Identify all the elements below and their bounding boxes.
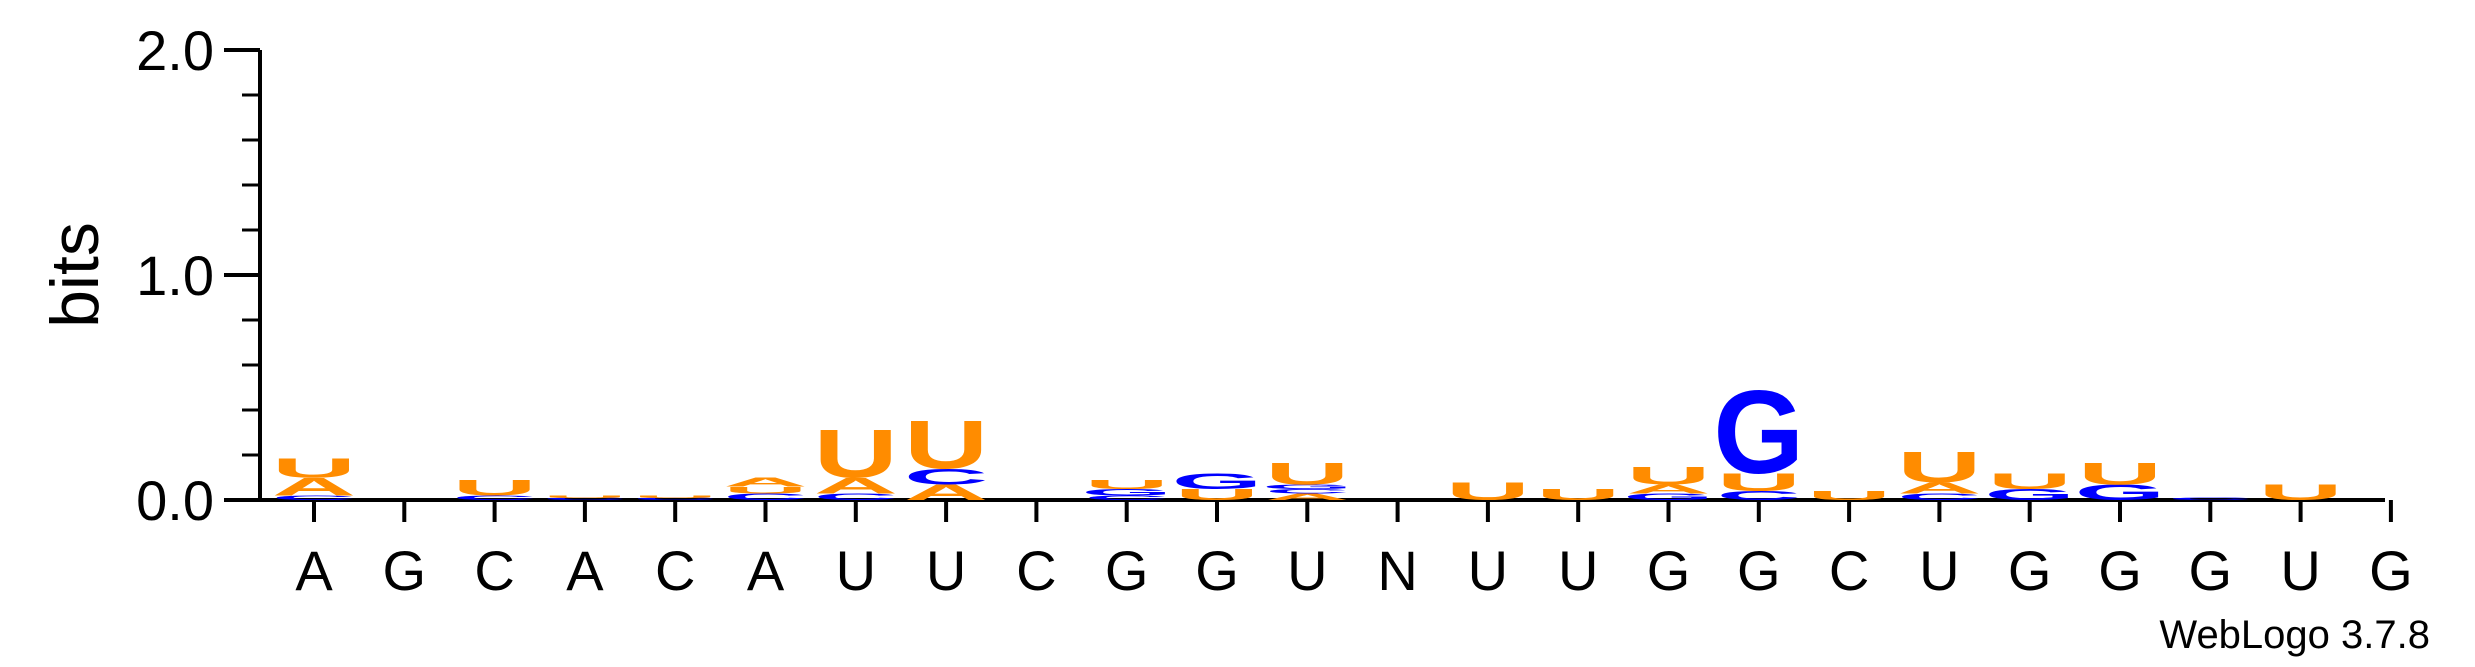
position-label: C <box>474 539 514 602</box>
position-label: G <box>1647 539 1691 602</box>
logo-letter-U: U <box>814 416 898 493</box>
position-label: G <box>1195 539 1239 602</box>
logo-letter-C: C <box>814 492 898 503</box>
y-tick-label: 2.0 <box>136 19 214 82</box>
logo-letter-G: G <box>1713 365 1804 498</box>
position-label: C <box>1829 539 1869 602</box>
logo-letter-U: U <box>543 495 627 498</box>
logo-letter-C: C <box>904 464 988 488</box>
logo-letter-C: C <box>2168 497 2252 500</box>
logo-letter-U: U <box>272 452 356 483</box>
logo-letter-U: U <box>1265 456 1349 491</box>
logo-letter-G: G <box>1623 492 1714 503</box>
logo-letter-U: U <box>1446 477 1530 505</box>
logo-letter-U: U <box>2078 456 2162 491</box>
position-label: A <box>747 539 785 602</box>
logo-letter-U: U <box>723 485 807 496</box>
position-label: N <box>1377 539 1417 602</box>
logo-letter-A: A <box>904 480 988 504</box>
logo-letter-C: C <box>1897 492 1981 503</box>
position-label: G <box>2008 539 2052 602</box>
logo-letter-C: C <box>723 492 807 503</box>
position-label: U <box>1287 539 1327 602</box>
logo-letter-U: U <box>1175 486 1259 503</box>
y-axis-title: bits <box>37 222 113 328</box>
position-label: G <box>2369 539 2413 602</box>
logo-letter-U: U <box>1536 486 1620 503</box>
logo-letter-C: C <box>1717 489 1801 503</box>
y-tick-label: 0.0 <box>136 469 214 532</box>
logo-letter-A: A <box>1626 482 1710 496</box>
logo-letter-A: A <box>272 473 356 501</box>
logo-letter-U: U <box>1988 469 2072 493</box>
logo-letter-U: U <box>1626 462 1710 490</box>
position-label: A <box>295 539 333 602</box>
position-label: U <box>1558 539 1598 602</box>
position-label: U <box>926 539 966 602</box>
logo-letter-G: G <box>1984 486 2075 503</box>
logo-letter-A: A <box>723 475 807 489</box>
logo-letter-C: C <box>543 497 627 500</box>
position-label: U <box>1919 539 1959 602</box>
logo-letter-U: U <box>1807 489 1891 503</box>
logo-letter-C: C <box>272 494 356 501</box>
logo-letter-A: A <box>1897 479 1981 496</box>
logo-letter-C: C <box>452 494 536 501</box>
position-label: G <box>2098 539 2142 602</box>
position-label: A <box>566 539 604 602</box>
x-ticks <box>312 500 2393 522</box>
logo-letter-G: G <box>1262 483 1353 490</box>
logo-letter-C: C <box>1085 494 1169 501</box>
logo-letter-A: A <box>1265 492 1349 503</box>
position-label: U <box>1468 539 1508 602</box>
logo-letter-U: U <box>1897 442 1981 491</box>
logo-letter-A: A <box>814 473 898 497</box>
logo-letter-U: U <box>1085 477 1169 491</box>
position-label: G <box>1105 539 1149 602</box>
y-tick-label: 1.0 <box>136 244 214 307</box>
logo-letter-G: G <box>1172 469 1263 493</box>
logo-letter-G: G <box>1081 487 1172 498</box>
weblogo-credit: WebLogo 3.7.8 <box>2159 613 2430 657</box>
position-label: G <box>1737 539 1781 602</box>
logo-letter-U: U <box>904 407 988 484</box>
logo-letter-U: U <box>633 495 717 498</box>
position-label: U <box>2280 539 2320 602</box>
y-axis: 0.0 1.0 2.0 bits <box>37 19 262 532</box>
logo-letter-G: G <box>2075 480 2166 504</box>
logo-letter-U: U <box>2258 480 2342 504</box>
logo-letter-C: C <box>1265 488 1349 495</box>
position-label: G <box>2189 539 2233 602</box>
y-ticks: 0.0 1.0 2.0 <box>136 19 260 532</box>
position-label: U <box>836 539 876 602</box>
position-label: G <box>383 539 427 602</box>
logo-letter-U: U <box>1717 468 1801 496</box>
position-label: C <box>1016 539 1056 602</box>
logo-letter-U: U <box>452 476 536 500</box>
position-label: C <box>655 539 695 602</box>
logo-letter-C: C <box>633 497 717 500</box>
